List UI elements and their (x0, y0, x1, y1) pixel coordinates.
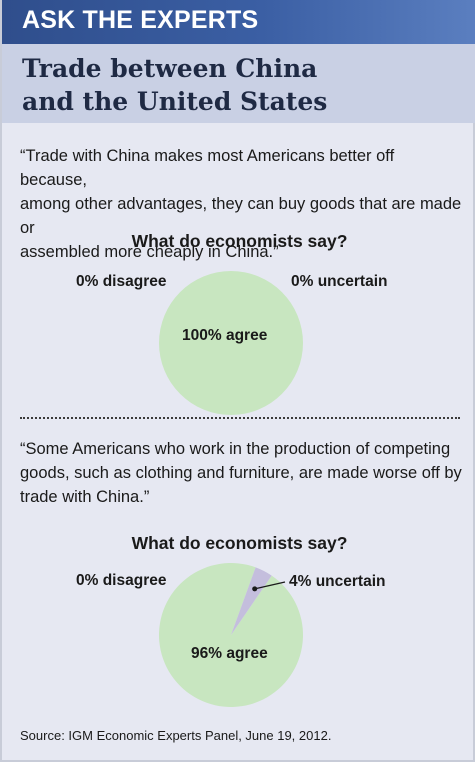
page-title-line-1: Trade between China (22, 54, 318, 83)
banner-title: ASK THE EXPERTS (22, 6, 259, 34)
pie-slice-uncertain (231, 567, 272, 635)
title-band (2, 44, 475, 123)
question-1-heading: What do economists say? (131, 231, 348, 251)
question-1-pie-chart (159, 271, 303, 415)
question-2-quote: “Some Americans who work in the producti… (20, 437, 465, 509)
page-title-line-2: and the United States (22, 87, 328, 116)
uncertain-leader-line (254, 581, 286, 590)
question-2-disagree-label: 0% disagree (76, 572, 167, 589)
question-1-quote-line: assembled more cheaply in China.” (20, 243, 279, 261)
question-1-quote: “Trade with China makes most Americans b… (20, 144, 465, 264)
pie-slice-agree (159, 271, 303, 415)
question-2-heading: What do economists say? (131, 533, 348, 553)
question-1-uncertain-label: 0% uncertain (291, 273, 388, 290)
question-2-pie-chart (159, 563, 303, 707)
question-2-quote-line: trade with China.” (20, 488, 150, 506)
source-note: Source: IGM Economic Experts Panel, June… (20, 728, 332, 743)
question-2-quote-line: “Some Americans who work in the producti… (20, 440, 451, 458)
question-1-quote-line: among other advantages, they can buy goo… (20, 195, 462, 237)
section-divider (20, 417, 460, 419)
question-1-quote-line: “Trade with China makes most Americans b… (20, 147, 395, 189)
question-2-uncertain-label: 4% uncertain (289, 573, 386, 590)
question-2-quote-line: goods, such as clothing and furniture, a… (20, 464, 462, 482)
question-1-agree-label: 100% agree (182, 327, 268, 344)
banner: ASK THE EXPERTS (2, 0, 475, 44)
question-2-agree-label: 96% agree (191, 645, 268, 662)
page-title: Trade between China and the United State… (22, 52, 462, 118)
question-1-disagree-label: 0% disagree (76, 273, 167, 290)
